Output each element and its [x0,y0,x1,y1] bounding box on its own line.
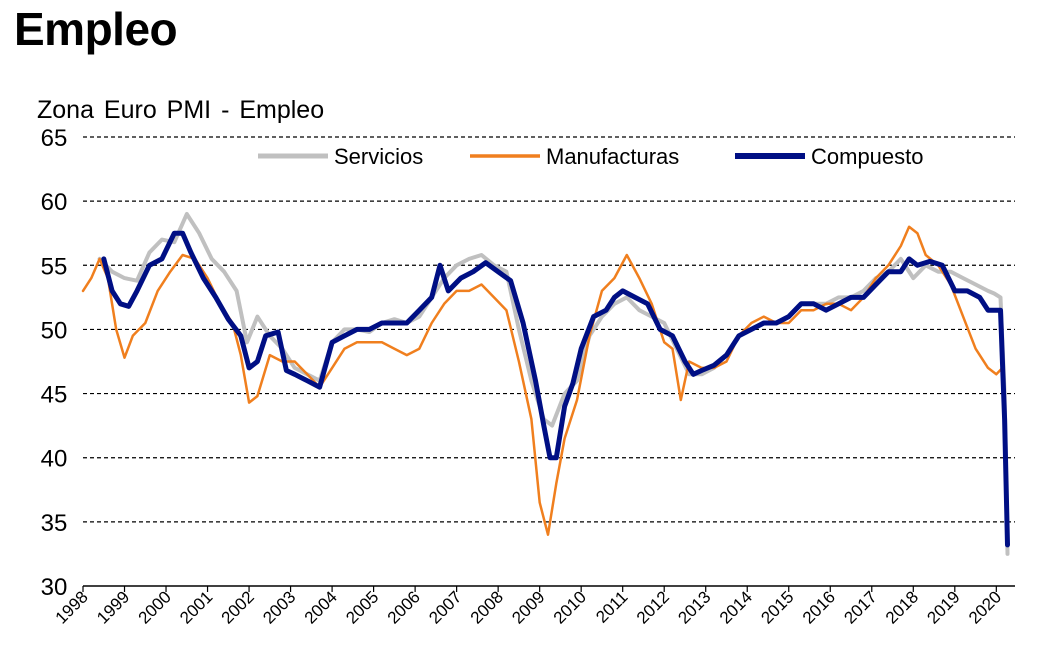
grid-lines [83,136,1015,523]
y-tick-label: 55 [41,253,68,280]
x-tick-label: 2004 [301,587,341,627]
series-line-manufacturas [81,225,1004,536]
series-line-servicios [97,212,1010,556]
x-tick-label: 1999 [93,587,133,627]
x-tick-label: 2016 [799,587,839,627]
legend-label-compuesto: Compuesto [811,144,924,169]
x-tick-label: 2005 [342,587,382,627]
y-tick-label: 50 [41,317,68,344]
x-tick-label: 2012 [633,587,673,627]
x-tick-label: 2002 [218,587,258,627]
x-tick-label: 2000 [135,587,175,627]
x-tick-label: 2009 [508,587,548,627]
x-tick-label: 2015 [757,587,797,627]
x-tick-label: 2020 [965,587,1005,627]
x-tick-label: 2011 [592,587,631,626]
chart-title: Zona Euro PMI - Empleo [37,96,325,124]
x-tick-label: 2006 [384,587,424,627]
legend-label-servicios: Servicios [334,144,423,169]
y-tick-label: 65 [41,125,68,152]
page-title: Empleo [14,3,178,55]
x-tick-label: 2010 [550,587,590,627]
x-tick-label: 2008 [467,587,507,627]
y-tick-label: 45 [41,382,68,409]
x-tick-label: 2018 [882,587,922,627]
x-tick-label: 2013 [674,587,714,627]
x-tick-label: 2014 [716,587,756,627]
series-lines [81,212,1010,556]
x-tick-label: 2007 [425,587,465,627]
x-tick-label: 2019 [923,587,963,627]
x-tick-label: 2001 [176,587,216,627]
legend-label-manufacturas: Manufacturas [546,144,679,169]
x-tick-label: 2003 [259,587,299,627]
y-tick-label: 40 [41,446,68,473]
x-tick-label: 2017 [840,587,880,627]
y-tick-label: 60 [41,189,68,216]
series-line-compuesto [101,230,1010,548]
y-tick-label: 30 [41,574,68,601]
legend: Servicios Manufacturas Compuesto [258,144,924,169]
y-tick-label: 35 [41,510,68,537]
